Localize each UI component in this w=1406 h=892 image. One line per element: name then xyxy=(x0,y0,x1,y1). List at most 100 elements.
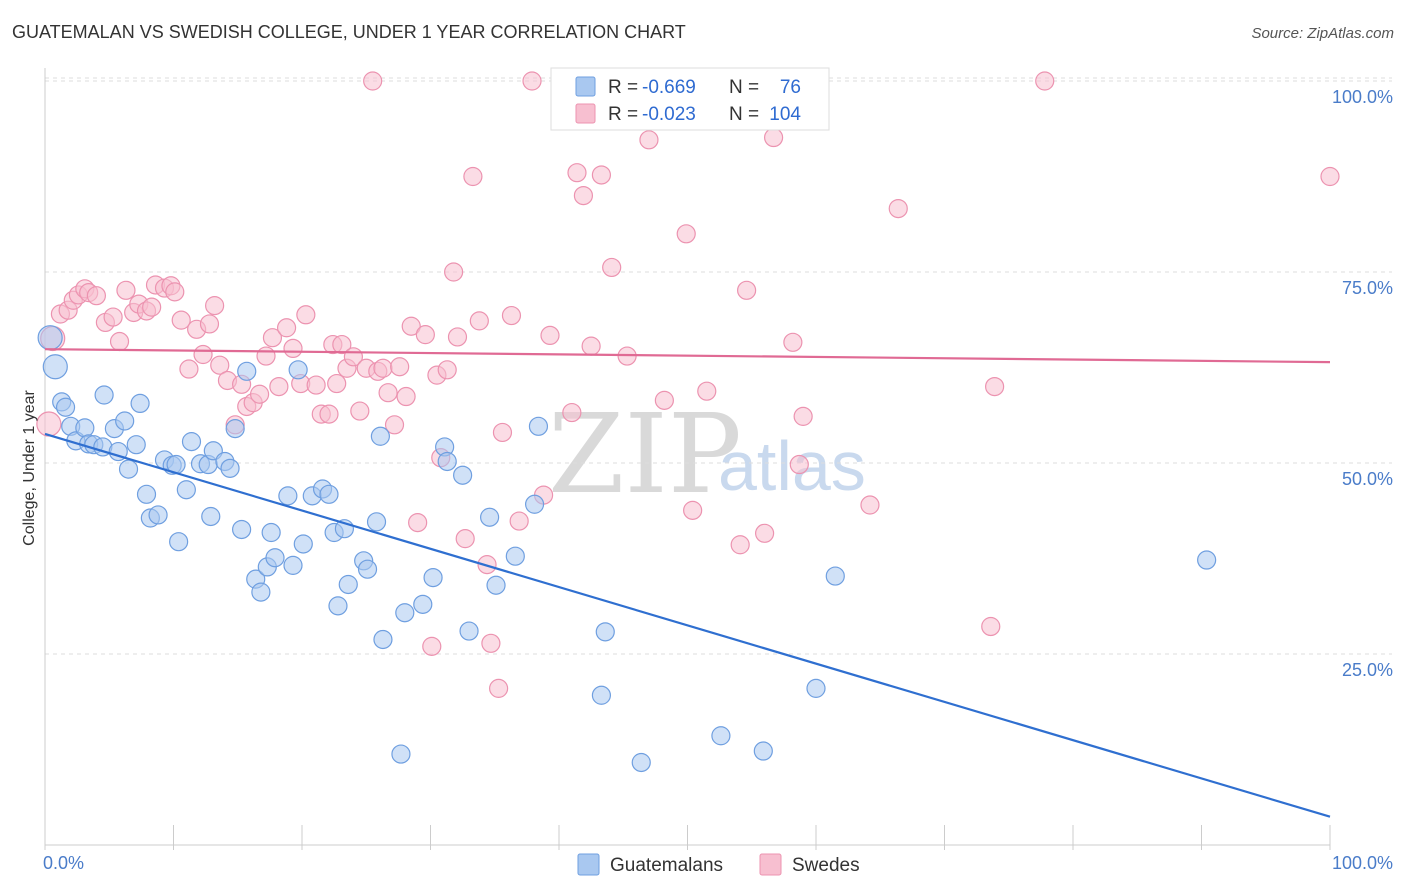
legend-r-value-guatemalans: -0.669 xyxy=(642,77,696,98)
guatemalans-point xyxy=(423,567,443,588)
swedes-point xyxy=(730,535,750,555)
guatemalans-point xyxy=(293,534,313,554)
swedes-point xyxy=(332,334,352,355)
swedes-point xyxy=(567,163,587,183)
swedes-point xyxy=(654,390,674,410)
guatemalans-point xyxy=(595,622,615,642)
bottom-legend-guatemalans: Guatemalans xyxy=(610,855,723,876)
guatemalans-point xyxy=(225,419,245,439)
swedes-point xyxy=(639,130,659,150)
chart-title: GUATEMALAN VS SWEDISH COLLEGE, UNDER 1 Y… xyxy=(12,22,686,42)
swedes-point xyxy=(509,511,529,531)
guatemalans-point xyxy=(459,621,479,641)
guatemalans-point xyxy=(288,360,308,380)
swedes-point xyxy=(378,383,398,403)
swedes-point xyxy=(602,257,622,278)
bottom-legend-swatch-swedes xyxy=(759,853,782,876)
guatemalans-point xyxy=(283,555,303,575)
swedes-point xyxy=(283,338,303,358)
guatemalans-point xyxy=(395,603,415,623)
guatemalans-point xyxy=(115,411,135,431)
x-tick-label-max: 100.0% xyxy=(1332,853,1393,873)
legend-r-label: R = xyxy=(608,77,638,98)
legend-box xyxy=(550,67,830,131)
axes xyxy=(44,68,1331,850)
guatemalans-point xyxy=(148,505,168,525)
guatemalans-point xyxy=(126,435,146,455)
legend-n-label: N = xyxy=(729,77,759,98)
swedes-point xyxy=(396,386,416,407)
guatemalans-point xyxy=(370,426,390,446)
swedes-point xyxy=(783,332,803,352)
bottom-legend-swatch-guatemalans xyxy=(577,853,600,876)
swedes-point xyxy=(199,314,220,334)
swedes-point xyxy=(522,71,542,91)
series-legend: Guatemalans Swedes xyxy=(577,853,860,876)
guatemalans-point xyxy=(75,418,95,438)
legend-r-value-swedes: -0.023 xyxy=(642,104,696,125)
guatemalans-point xyxy=(37,325,63,351)
guatemalans-point xyxy=(278,486,298,506)
swedes-point xyxy=(540,325,560,346)
guatemalans-point xyxy=(524,494,545,514)
swedes-point xyxy=(373,358,393,378)
guatemalans-point xyxy=(201,506,221,527)
swedes-point xyxy=(171,310,191,330)
swedes-point xyxy=(205,296,225,316)
swedes-point xyxy=(793,406,813,426)
swedes-point xyxy=(763,127,784,148)
guatemalans-point xyxy=(480,507,500,527)
guatemalans-point xyxy=(631,752,651,773)
swedes-point xyxy=(455,529,475,549)
swedes-point xyxy=(103,307,123,327)
swedes-point xyxy=(249,384,270,404)
swedes-point xyxy=(676,224,696,244)
legend-swatch-swedes xyxy=(575,103,596,124)
swedes-point xyxy=(256,346,276,366)
y-tick-label: 75.0% xyxy=(1342,278,1393,298)
guatemalans-point xyxy=(753,741,773,761)
swedes-point xyxy=(327,373,347,394)
guatemalans-point xyxy=(825,566,845,586)
guatemalans-point xyxy=(232,519,252,540)
swedes-point xyxy=(860,495,880,515)
guatemalans-point xyxy=(94,385,114,405)
swedes-point xyxy=(888,198,908,219)
guatemalans-point xyxy=(357,559,378,579)
swedes-point xyxy=(683,500,703,520)
guatemalans-point xyxy=(136,484,157,504)
guatemalans-point xyxy=(1197,550,1217,570)
swedes-point xyxy=(179,359,199,379)
swedes-point xyxy=(492,422,513,443)
y-tick-labels: 25.0% 50.0% 75.0% 100.0% xyxy=(1332,87,1393,680)
swedes-points xyxy=(36,71,1340,698)
guatemalans-point xyxy=(373,629,393,650)
legend-swatch-guatemalans xyxy=(575,76,596,97)
swedes-point xyxy=(422,636,442,656)
swedes-point xyxy=(165,282,185,302)
y-tick-label: 50.0% xyxy=(1342,469,1393,489)
guatemalans-point xyxy=(806,678,826,698)
guatemalans-point xyxy=(118,459,139,479)
swedes-point xyxy=(319,404,339,424)
guatemalans-point xyxy=(220,458,240,478)
guatemalans-points xyxy=(37,325,1217,773)
legend-r-label: R = xyxy=(608,104,638,125)
swedes-point xyxy=(985,377,1005,397)
guatemalans-point xyxy=(261,522,281,543)
guatemalans-point xyxy=(176,480,196,500)
y-tick-label: 100.0% xyxy=(1332,87,1393,107)
legend-n-label: N = xyxy=(729,104,759,125)
swedes-point xyxy=(210,355,230,375)
guatemalans-trend-line xyxy=(44,432,1331,818)
swedes-point xyxy=(142,297,162,317)
guatemalans-point xyxy=(265,548,285,568)
swedes-point xyxy=(591,165,612,185)
swedes-point xyxy=(697,381,717,401)
swedes-point xyxy=(363,71,383,91)
swedes-point xyxy=(269,377,289,397)
guatemalans-point xyxy=(338,574,358,595)
swedes-point xyxy=(501,305,522,326)
guatemalans-point xyxy=(328,596,348,616)
